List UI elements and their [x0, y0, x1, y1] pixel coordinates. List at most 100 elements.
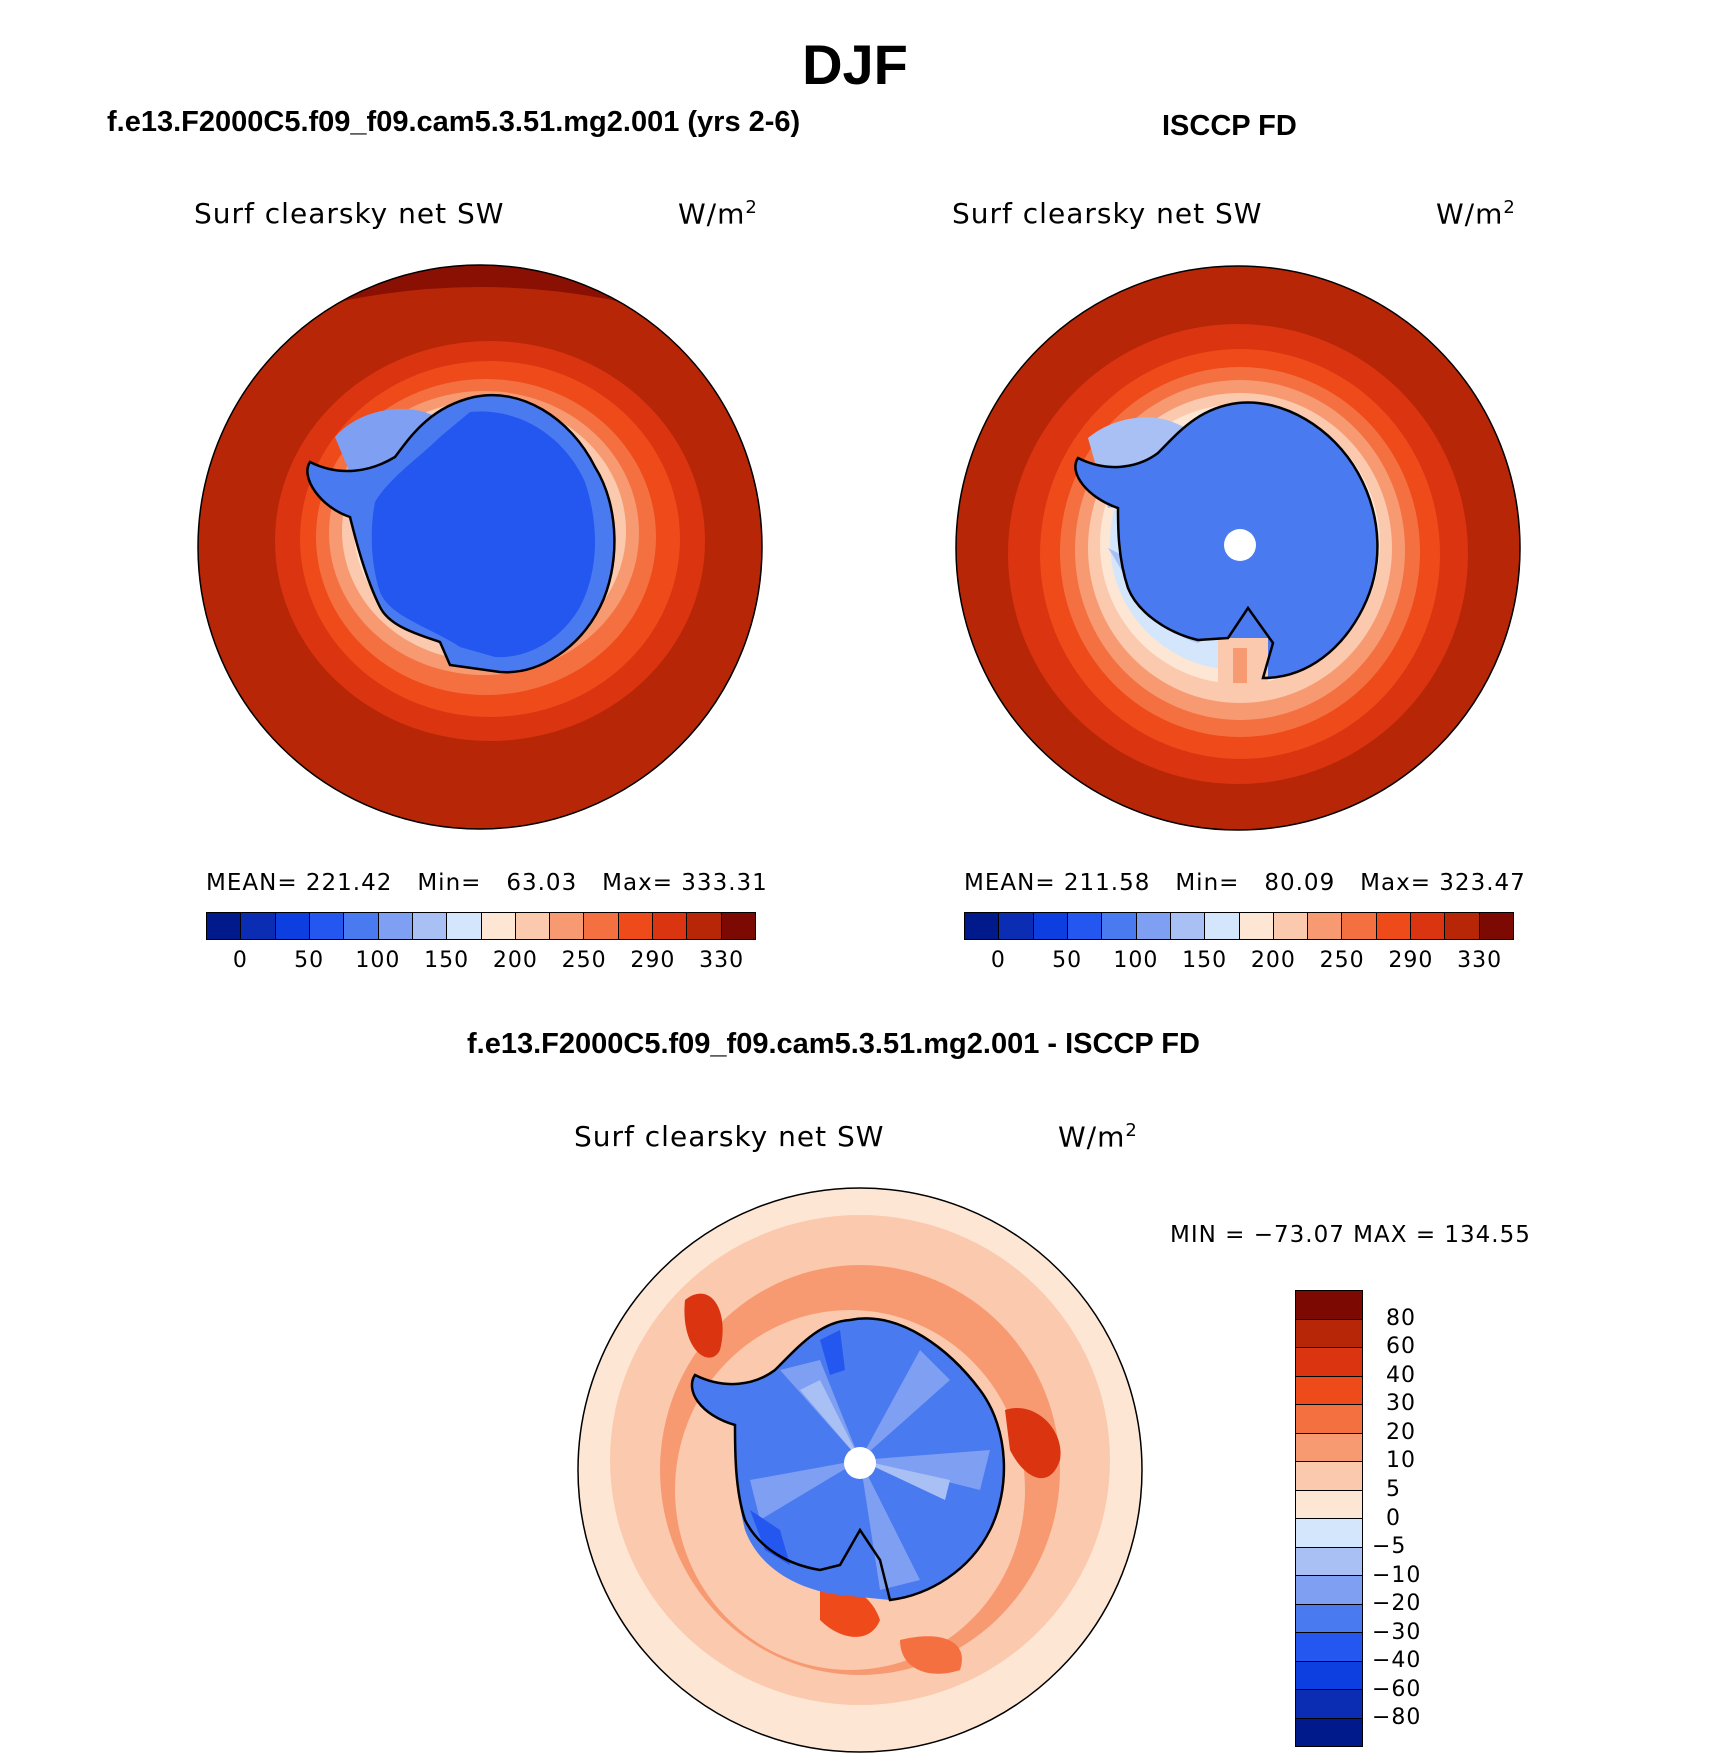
panel-2-units: W/m2	[1436, 197, 1516, 231]
panel-3-stats: MIN = −73.07 MAX = 134.55	[1170, 1222, 1531, 1248]
colorbar-tick-label: 290	[1388, 948, 1434, 973]
colorbar-swatch	[1296, 1376, 1362, 1405]
panel-1-field-label: Surf clearsky net SW	[194, 197, 505, 230]
colorbar-swatch	[1308, 913, 1343, 939]
colorbar-tick-label: 200	[492, 948, 538, 973]
colorbar-swatch	[207, 913, 242, 939]
colorbar-tick-label: 0	[1386, 1505, 1401, 1531]
colorbar-tick-label: 100	[355, 948, 401, 973]
panel-2-colorbar-ticks: 0 50 100 150 200 250 290 330	[964, 948, 1514, 978]
colorbar-tick-label: 20	[1386, 1419, 1416, 1445]
colorbar-swatch	[1296, 1405, 1362, 1434]
colorbar-tick-label: 80	[1386, 1305, 1416, 1331]
colorbar-tick-label: 250	[1319, 948, 1365, 973]
colorbar-swatch	[1411, 913, 1446, 939]
colorbar-swatch	[1376, 913, 1412, 939]
colorbar-swatch	[344, 913, 379, 939]
panel-1-colorbar	[206, 912, 756, 940]
colorbar-tick-label: 5	[1386, 1476, 1401, 1502]
panel-3-colorbar	[1295, 1290, 1363, 1747]
colorbar-swatch	[1296, 1547, 1362, 1576]
colorbar-swatch	[412, 913, 448, 939]
colorbar-swatch	[1296, 1661, 1362, 1690]
colorbar-tick-label: −80	[1372, 1705, 1422, 1731]
panel-3-colorbar-ticks: 80 60 40 30 20 10 5 0 −5 −10 −20 −30 −40 −60 −80	[1372, 1290, 1452, 1747]
colorbar-tick-label: 250	[561, 948, 607, 973]
panel-3-field-label: Surf clearsky net SW	[574, 1120, 885, 1153]
panel-1-colorbar-ticks: 0 50 100 150 200 250 290 330	[206, 948, 756, 978]
panel-2-title: ISCCP FD	[1162, 110, 1297, 142]
colorbar-tick-label: −40	[1372, 1648, 1422, 1674]
colorbar-tick-label: 330	[699, 948, 745, 973]
colorbar-tick-label: 50	[294, 948, 325, 973]
colorbar-swatch	[721, 913, 755, 939]
panel-1-map	[197, 264, 763, 830]
colorbar-tick-label: 150	[1182, 948, 1228, 973]
colorbar-tick-label: 0	[232, 948, 248, 973]
colorbar-swatch	[1239, 913, 1274, 939]
panel-3-units: W/m2	[1058, 1120, 1138, 1154]
colorbar-tick-label: −60	[1372, 1676, 1422, 1702]
colorbar-swatch	[1067, 913, 1103, 939]
colorbar-tick-label: 150	[424, 948, 470, 973]
colorbar-swatch	[1296, 1291, 1362, 1320]
panel-2-field-label: Surf clearsky net SW	[952, 197, 1263, 230]
colorbar-swatch	[1296, 1519, 1362, 1548]
colorbar-swatch	[1479, 913, 1513, 939]
panel-2-colorbar	[964, 912, 1514, 940]
colorbar-swatch	[1296, 1633, 1362, 1662]
colorbar-swatch	[1136, 913, 1171, 939]
colorbar-tick-label: 30	[1386, 1391, 1416, 1417]
colorbar-swatch	[1296, 1718, 1362, 1746]
colorbar-swatch	[1296, 1433, 1362, 1462]
colorbar-swatch	[515, 913, 551, 939]
panel-1-stats: MEAN= 221.42 Min= 63.03 Max= 333.31	[206, 870, 768, 896]
colorbar-tick-label: −5	[1372, 1534, 1407, 1560]
colorbar-tick-label: 40	[1386, 1362, 1416, 1388]
colorbar-tick-label: −10	[1372, 1562, 1422, 1588]
colorbar-swatch	[1102, 913, 1137, 939]
colorbar-swatch	[618, 913, 654, 939]
colorbar-swatch	[1296, 1576, 1362, 1605]
colorbar-swatch	[965, 913, 1000, 939]
colorbar-tick-label: 50	[1052, 948, 1083, 973]
main-title: DJF	[802, 33, 908, 96]
colorbar-swatch	[378, 913, 413, 939]
colorbar-swatch	[1170, 913, 1206, 939]
panel-2-stats: MEAN= 211.58 Min= 80.09 Max= 323.47	[964, 870, 1526, 896]
colorbar-tick-label: 60	[1386, 1334, 1416, 1360]
panel-1-units: W/m2	[678, 197, 758, 231]
colorbar-swatch	[241, 913, 276, 939]
colorbar-swatch	[550, 913, 585, 939]
colorbar-tick-label: −30	[1372, 1619, 1422, 1645]
colorbar-swatch	[1296, 1690, 1362, 1719]
panel-3-map	[577, 1187, 1143, 1753]
panel-2-map	[955, 265, 1521, 831]
colorbar-swatch	[1342, 913, 1377, 939]
colorbar-tick-label: −20	[1372, 1591, 1422, 1617]
colorbar-swatch	[447, 913, 482, 939]
colorbar-swatch	[309, 913, 345, 939]
colorbar-tick-label: 100	[1113, 948, 1159, 973]
panel-1-title: f.e13.F2000C5.f09_f09.cam5.3.51.mg2.001 …	[107, 106, 801, 138]
colorbar-swatch	[481, 913, 516, 939]
colorbar-tick-label: 290	[630, 948, 676, 973]
panel-3-title: f.e13.F2000C5.f09_f09.cam5.3.51.mg2.001 …	[467, 1028, 1200, 1060]
colorbar-swatch	[687, 913, 722, 939]
colorbar-swatch	[275, 913, 310, 939]
colorbar-swatch	[584, 913, 619, 939]
colorbar-swatch	[1033, 913, 1068, 939]
colorbar-tick-label: 10	[1386, 1448, 1416, 1474]
colorbar-tick-label: 330	[1457, 948, 1503, 973]
colorbar-swatch	[1296, 1348, 1362, 1377]
colorbar-swatch	[653, 913, 688, 939]
colorbar-swatch	[1296, 1319, 1362, 1348]
colorbar-swatch	[1205, 913, 1240, 939]
colorbar-tick-label: 200	[1250, 948, 1296, 973]
colorbar-swatch	[999, 913, 1034, 939]
colorbar-swatch	[1273, 913, 1309, 939]
colorbar-swatch	[1296, 1462, 1362, 1491]
colorbar-swatch	[1296, 1604, 1362, 1633]
colorbar-swatch	[1296, 1490, 1362, 1519]
colorbar-tick-label: 0	[990, 948, 1006, 973]
